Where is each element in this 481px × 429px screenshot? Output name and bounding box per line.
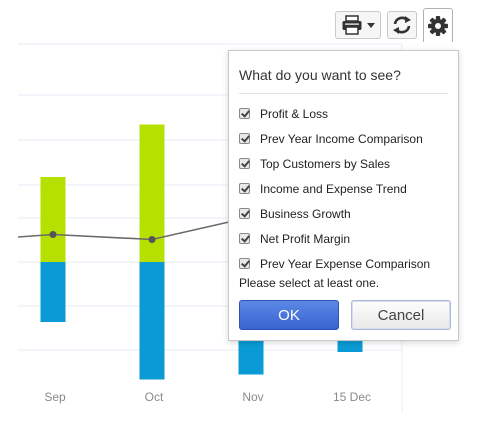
option-label: Profit & Loss — [260, 106, 329, 121]
print-button[interactable] — [335, 11, 381, 39]
popup-title: What do you want to see? — [239, 67, 401, 83]
option-label: Prev Year Income Comparison — [260, 131, 423, 146]
trend-point-0[interactable] — [49, 231, 57, 238]
options-list: Profit & Loss Prev Year Income Compariso… — [239, 101, 430, 276]
option-label: Top Customers by Sales — [260, 156, 391, 171]
checkbox[interactable] — [239, 183, 250, 194]
chevron-down-icon[interactable] — [367, 22, 375, 28]
gear-icon — [428, 15, 448, 36]
toolbar — [335, 8, 453, 42]
option-prev-year-income[interactable]: Prev Year Income Comparison — [239, 126, 430, 151]
checkbox[interactable] — [239, 233, 250, 244]
cancel-button[interactable]: Cancel — [351, 300, 451, 330]
checkbox[interactable] — [239, 158, 250, 169]
sync-icon — [393, 16, 411, 34]
divider — [239, 93, 448, 94]
settings-button[interactable] — [423, 8, 453, 42]
x-tick-label: Nov — [242, 390, 263, 404]
option-label: Income and Expense Trend — [260, 181, 407, 196]
trend-point-1[interactable] — [148, 236, 156, 243]
x-tick-label: Sep — [44, 390, 66, 404]
chart-options-popup: What do you want to see? Profit & Loss P… — [228, 50, 459, 341]
option-profit-loss[interactable]: Profit & Loss — [239, 101, 430, 126]
option-business-growth[interactable]: Business Growth — [239, 201, 430, 226]
checkbox[interactable] — [239, 208, 250, 219]
option-label: Prev Year Expense Comparison — [260, 256, 431, 271]
print-icon — [342, 15, 362, 35]
x-tick-label: Oct — [145, 390, 164, 404]
checkbox[interactable] — [239, 258, 250, 269]
option-label: Net Profit Margin — [260, 231, 351, 246]
checkbox[interactable] — [239, 108, 250, 119]
bar-expense-0[interactable] — [40, 262, 66, 322]
option-top-customers[interactable]: Top Customers by Sales — [239, 151, 430, 176]
bar-income-0[interactable] — [40, 177, 66, 262]
option-income-expense-trend[interactable]: Income and Expense Trend — [239, 176, 430, 201]
checkbox[interactable] — [239, 133, 250, 144]
option-prev-year-expense[interactable]: Prev Year Expense Comparison — [239, 251, 430, 276]
trend-line — [17, 216, 252, 241]
refresh-button[interactable] — [387, 11, 417, 39]
bar-expense-1[interactable] — [139, 262, 165, 380]
option-label: Business Growth — [260, 206, 351, 221]
option-net-profit-margin[interactable]: Net Profit Margin — [239, 226, 430, 251]
ok-button[interactable]: OK — [239, 300, 339, 330]
x-tick-label: 15 Dec — [333, 390, 371, 404]
validation-note: Please select at least one. — [239, 276, 380, 290]
